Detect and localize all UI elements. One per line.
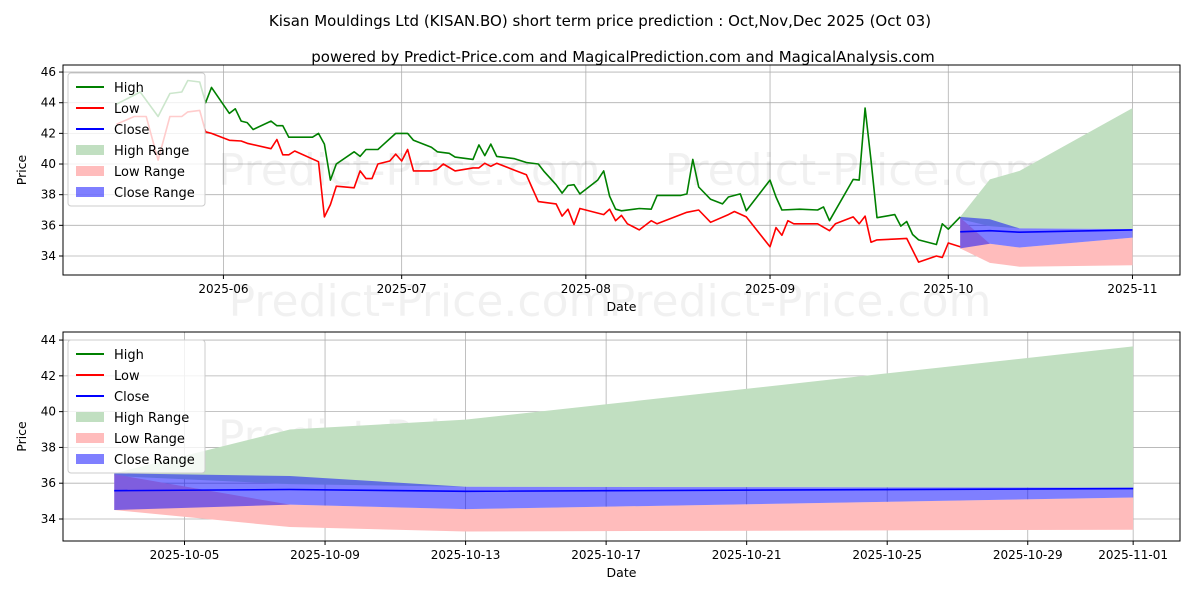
legend-swatch-low-range	[76, 433, 104, 443]
x-tick-label: 2025-10	[923, 282, 973, 296]
legend-label-low: Low	[114, 102, 140, 117]
x-tick-label: 2025-09	[745, 282, 795, 296]
bottom-subplot: 34 36 38 40 42 44 2025-10-05 2025-10-09 2025-10-…	[14, 331, 1181, 580]
close-range-band	[114, 473, 1134, 511]
legend-label-high-range: High Range	[114, 144, 189, 159]
x-tick-label: 2025-10-21	[712, 548, 782, 562]
y-tick-label: 42	[41, 126, 56, 140]
y-tick-label: 40	[41, 157, 56, 171]
close-range-band	[960, 216, 1133, 249]
legend-label-close: Close	[114, 123, 149, 138]
legend-swatch-close-range	[76, 454, 104, 464]
legend-label-high-range: High Range	[114, 411, 189, 426]
x-tick-label: 2025-10-25	[852, 548, 922, 562]
y-tick-label: 42	[41, 369, 56, 383]
x-tick-label: 2025-07	[377, 282, 427, 296]
x-tick-label: 2025-08	[561, 282, 611, 296]
y-tick-label: 44	[41, 333, 56, 347]
legend-label-close-range: Close Range	[114, 186, 195, 201]
legend-swatch-close-range	[76, 187, 104, 197]
low-range-band	[114, 474, 1134, 532]
legend-label-close: Close	[114, 390, 149, 405]
x-tick-label: 2025-10-09	[290, 548, 360, 562]
y-tick-label: 46	[41, 65, 56, 79]
x-axis-label: Date	[607, 299, 637, 314]
y-tick-label: 34	[41, 249, 56, 263]
y-tick-label: 36	[41, 218, 56, 232]
y-tick-label: 36	[41, 476, 56, 490]
watermark: Predict-Price.com	[229, 276, 612, 327]
top-subplot: 34 36 38 40 42 44 46 2025-06 2025-07 2025-08 2025-…	[14, 64, 1181, 327]
y-tick-label: 38	[41, 440, 56, 454]
x-tick-label: 2025-11-01	[1098, 548, 1168, 562]
y-tick-label: 38	[41, 188, 56, 202]
plot-frame	[62, 64, 1181, 276]
x-axis-label: Date	[607, 565, 637, 580]
y-tick-label: 44	[41, 96, 56, 110]
legend-swatch-low-range	[76, 166, 104, 176]
legend-label-low-range: Low Range	[114, 165, 185, 180]
plot-frame	[62, 331, 1181, 542]
x-tick-label: 2025-06	[198, 282, 248, 296]
legend-label-high: High	[114, 348, 144, 363]
low-series-line	[116, 109, 961, 263]
legend-swatch-high-range	[76, 412, 104, 422]
legend-label-close-range: Close Range	[114, 453, 195, 468]
y-axis-label: Price	[14, 421, 29, 452]
legend-label-low: Low	[114, 369, 140, 384]
high-range-band	[960, 108, 1133, 230]
high-series-line	[116, 79, 961, 246]
x-tick-label: 2025-10-13	[431, 548, 501, 562]
legend-label-high: High	[114, 81, 144, 96]
legend-label-low-range: Low Range	[114, 432, 185, 447]
y-axis-label: Price	[14, 154, 29, 185]
chart-title: Kisan Mouldings Ltd (KISAN.BO) short ter…	[269, 12, 931, 30]
x-tick-label: 2025-11	[1107, 282, 1157, 296]
y-tick-label: 34	[41, 512, 56, 526]
close-forecast-line	[114, 487, 1134, 493]
chart-subtitle: powered by Predict-Price.com and Magical…	[311, 48, 935, 66]
watermark: Predict-Price.com	[609, 276, 992, 327]
close-forecast-line	[960, 229, 1133, 233]
x-tick-label: 2025-10-29	[993, 548, 1063, 562]
high-range-band	[114, 346, 1134, 488]
y-tick-label: 40	[41, 405, 56, 419]
legend-swatch-high-range	[76, 145, 104, 155]
x-tick-label: 2025-10-05	[150, 548, 220, 562]
low-range-band	[960, 217, 1133, 267]
x-tick-label: 2025-10-17	[571, 548, 641, 562]
